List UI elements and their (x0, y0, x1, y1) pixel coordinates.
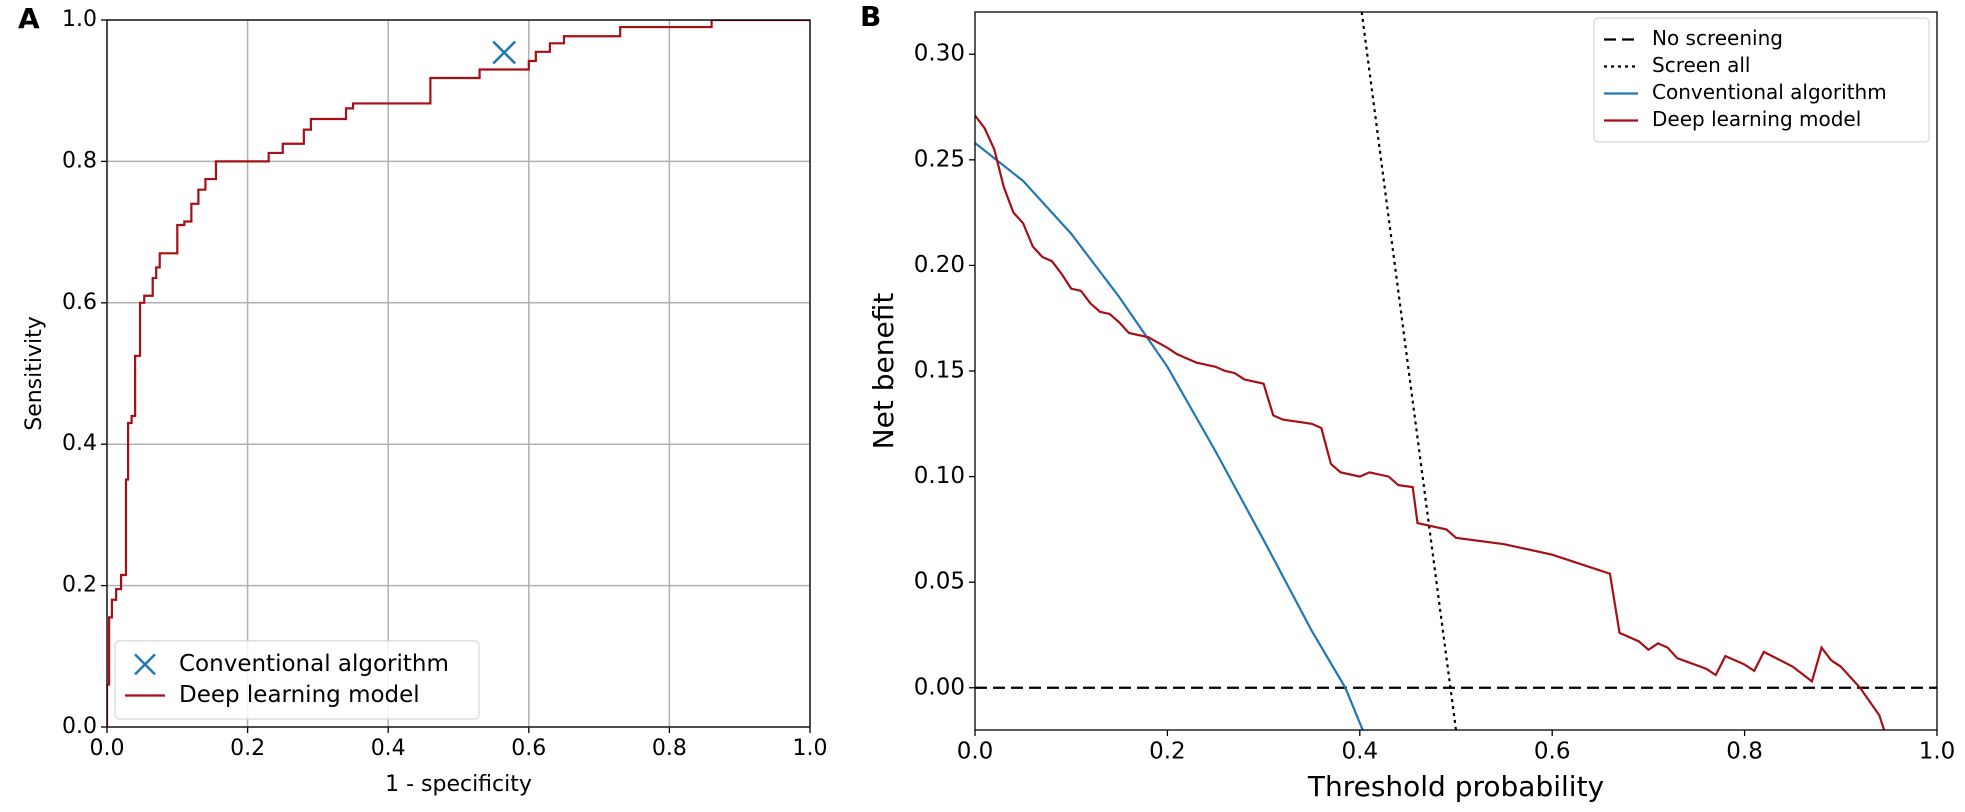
x-axis-label: Threshold probability (1307, 770, 1604, 803)
y-tick-label: 0.2 (62, 573, 97, 598)
legend-label: Deep learning model (179, 682, 420, 708)
plot-frame (106, 19, 811, 728)
panel-label: A (18, 2, 40, 35)
line (1360, 12, 1458, 730)
legend-box (114, 640, 480, 720)
y-tick-label: 0.20 (914, 252, 965, 278)
panel: B 0.0 0.2 0.4 0.6 0.8 1.0 0.00 0.05 0.10 0.15 0.20 0… (860, 0, 1955, 803)
panel: A 0.0 0.2 0.4 0.6 0.8 1.0 0.0 0.2 0.4 0.6 0.8 1.0 1 -… (18, 2, 828, 797)
legend-label: Conventional algorithm (1652, 80, 1887, 104)
legend-label: Deep learning model (1652, 107, 1861, 131)
x-tick-label: 0.0 (957, 739, 994, 765)
series-group (107, 20, 810, 727)
x-tick-label: 0.2 (230, 736, 265, 761)
legend-label: Conventional algorithm (179, 651, 449, 677)
x-tick-label: 0.0 (90, 736, 125, 761)
y-tick-label: 0.00 (914, 674, 965, 700)
x-tick-label: 0.2 (1149, 739, 1186, 765)
line (107, 20, 810, 727)
line (975, 142, 1364, 730)
legend: No screening Screen all Conventional algor… (1593, 17, 1930, 143)
legend-marker (134, 653, 156, 676)
x-axis-label: 1 - specificity (385, 772, 532, 797)
y-tick-label: 0.25 (914, 146, 965, 172)
x-tick-label: 0.4 (1342, 739, 1379, 765)
x-tick-label: 1.0 (793, 736, 828, 761)
y-tick-label: 0.0 (62, 714, 97, 739)
y-axis-label: Net benefit (867, 293, 900, 450)
legend-box (1593, 17, 1930, 143)
plot-frame (974, 11, 1938, 731)
y-tick-label: 0.4 (62, 431, 97, 456)
scatter-point (492, 40, 517, 65)
y-tick-label: 0.05 (914, 569, 965, 595)
legend-label: No screening (1652, 26, 1783, 50)
x-tick-label: 0.6 (1534, 739, 1571, 765)
series-group (975, 12, 1937, 730)
y-axis-label: Sensitivity (22, 316, 47, 431)
y-tick-label: 0.15 (914, 358, 965, 384)
legend: Conventional algorithm Deep learning mode… (114, 640, 480, 720)
line (975, 114, 1886, 730)
x-tick-label: 0.8 (652, 736, 687, 761)
x-tick-label: 0.4 (371, 736, 406, 761)
y-tick-label: 0.30 (914, 41, 965, 67)
panel-label: B (860, 0, 881, 33)
x-tick-label: 1.0 (1919, 739, 1956, 765)
x-tick-label: 0.6 (511, 736, 546, 761)
x-tick-label: 0.8 (1726, 739, 1763, 765)
y-tick-label: 0.8 (62, 148, 97, 173)
y-tick-label: 1.0 (62, 7, 97, 32)
y-tick-label: 0.10 (914, 463, 965, 489)
legend-label: Screen all (1652, 53, 1751, 77)
y-tick-label: 0.6 (62, 290, 97, 315)
